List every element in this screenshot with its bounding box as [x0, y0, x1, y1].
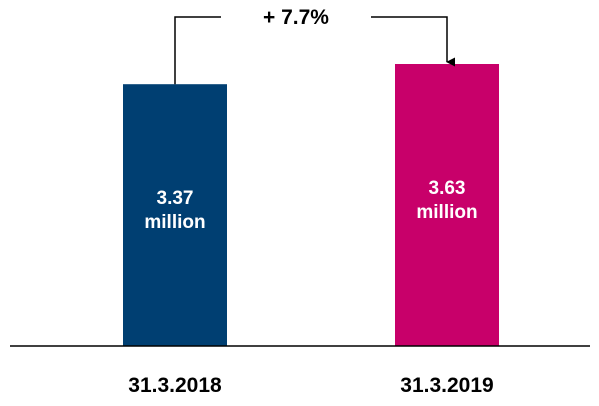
value-label: 3.37 million [144, 188, 206, 234]
bracket-right [371, 16, 456, 67]
x-tick-label: 31.3.2018 [128, 374, 222, 397]
bar [395, 64, 499, 346]
annotation: + 7.7% [263, 6, 329, 29]
value-label: 3.63 million [416, 178, 478, 223]
bar [123, 84, 227, 346]
x-tick-label: 31.3.2019 [400, 374, 494, 397]
bracket-left [174, 16, 221, 85]
